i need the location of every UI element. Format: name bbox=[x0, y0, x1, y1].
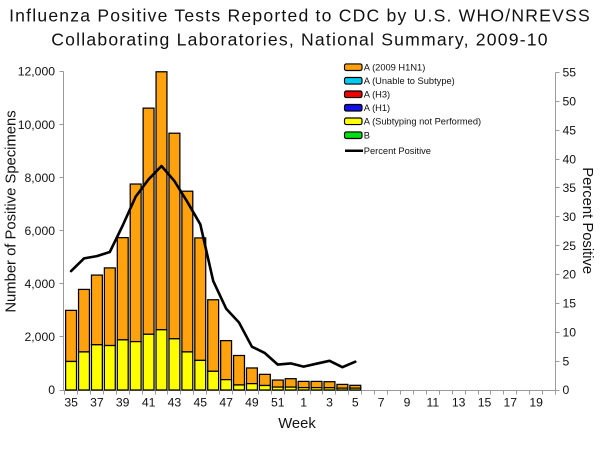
svg-text:Influenza Positive Tests Repor: Influenza Positive Tests Reported to CDC… bbox=[9, 5, 591, 25]
svg-text:Percent Positive: Percent Positive bbox=[364, 146, 431, 156]
svg-text:35: 35 bbox=[64, 396, 78, 410]
svg-text:A (Subtyping not Performed): A (Subtyping not Performed) bbox=[364, 117, 481, 127]
svg-text:40: 40 bbox=[563, 152, 577, 166]
svg-text:9: 9 bbox=[404, 396, 411, 410]
svg-text:6,000: 6,000 bbox=[25, 224, 56, 238]
svg-text:7: 7 bbox=[378, 396, 385, 410]
svg-text:19: 19 bbox=[529, 396, 543, 410]
svg-text:0: 0 bbox=[48, 383, 55, 397]
svg-text:25: 25 bbox=[563, 239, 577, 253]
svg-text:30: 30 bbox=[563, 210, 577, 224]
svg-text:Number of Positive Specimens: Number of Positive Specimens bbox=[4, 110, 20, 312]
svg-text:2,000: 2,000 bbox=[25, 330, 56, 344]
svg-text:10: 10 bbox=[563, 326, 577, 340]
svg-text:15: 15 bbox=[478, 396, 492, 410]
svg-text:17: 17 bbox=[504, 396, 518, 410]
svg-text:5: 5 bbox=[563, 354, 570, 368]
svg-text:3: 3 bbox=[326, 396, 333, 410]
svg-text:47: 47 bbox=[219, 396, 233, 410]
svg-text:51: 51 bbox=[271, 396, 285, 410]
svg-text:43: 43 bbox=[168, 396, 182, 410]
svg-text:10,000: 10,000 bbox=[18, 118, 55, 132]
svg-text:15: 15 bbox=[563, 297, 577, 311]
svg-text:41: 41 bbox=[142, 396, 156, 410]
svg-text:A (2009 H1N1): A (2009 H1N1) bbox=[364, 63, 426, 73]
svg-text:11: 11 bbox=[426, 396, 439, 410]
svg-text:50: 50 bbox=[563, 95, 577, 109]
svg-text:12,000: 12,000 bbox=[18, 65, 55, 79]
svg-text:0: 0 bbox=[563, 383, 570, 397]
svg-text:5: 5 bbox=[352, 396, 359, 410]
svg-text:13: 13 bbox=[452, 396, 466, 410]
svg-text:A (Unable to Subtype): A (Unable to Subtype) bbox=[364, 76, 455, 86]
svg-text:Collaborating Laboratories, Na: Collaborating Laboratories, National Sum… bbox=[51, 29, 549, 49]
svg-text:45: 45 bbox=[563, 123, 577, 137]
svg-text:Percent Positive: Percent Positive bbox=[579, 167, 595, 274]
svg-text:4,000: 4,000 bbox=[25, 277, 56, 291]
svg-text:35: 35 bbox=[563, 181, 577, 195]
svg-text:37: 37 bbox=[90, 396, 104, 410]
svg-text:55: 55 bbox=[563, 66, 577, 80]
svg-text:Week: Week bbox=[278, 416, 316, 432]
svg-text:1: 1 bbox=[300, 396, 307, 410]
svg-text:39: 39 bbox=[116, 396, 130, 410]
svg-text:B: B bbox=[364, 131, 370, 141]
svg-text:49: 49 bbox=[245, 396, 259, 410]
svg-text:A (H3): A (H3) bbox=[364, 90, 390, 100]
svg-text:A (H1): A (H1) bbox=[364, 103, 390, 113]
svg-text:8,000: 8,000 bbox=[25, 171, 56, 185]
svg-text:20: 20 bbox=[563, 268, 577, 282]
svg-text:45: 45 bbox=[194, 396, 208, 410]
